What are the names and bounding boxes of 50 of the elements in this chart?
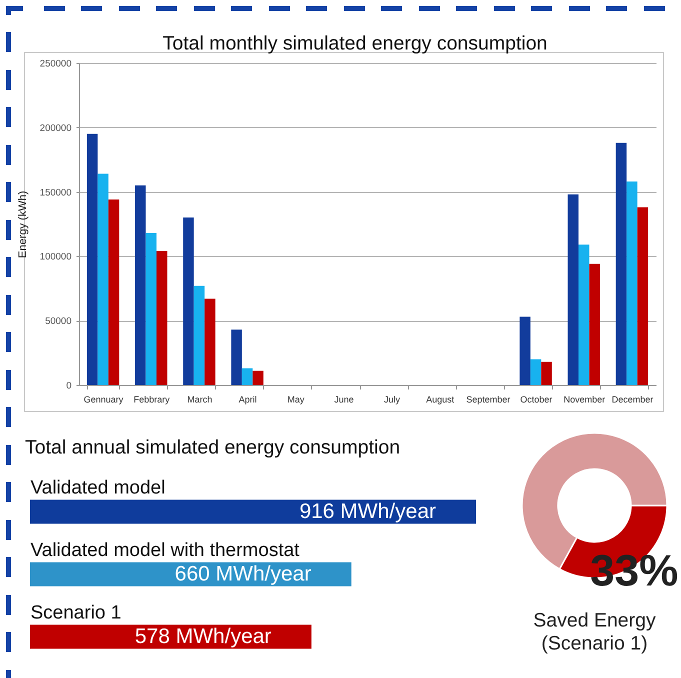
x-tick-label: December [612,394,654,404]
x-tick-label: May [287,394,305,404]
bar [541,362,552,385]
y-tick-label: 250000 [40,58,72,70]
x-tick-label: September [466,394,510,404]
chart-title: Total monthly simulated energy consumption [162,32,548,54]
bar [194,286,205,385]
bar [578,244,590,385]
x-tick-label: October [520,394,552,404]
bar [135,185,146,385]
data-label: 660 MWh/year [174,562,312,586]
data-label: 33% [590,546,678,596]
x-tick-label: April [238,394,257,404]
bar [86,134,98,385]
bar [589,264,600,385]
x-tick-label: March [187,394,212,404]
x-tick-label: August [426,394,455,404]
x-tick-label: November [564,394,606,404]
bar [626,181,638,385]
x-tick-label: Febbrary [134,394,170,404]
x-tick-label: Gennuary [84,394,124,404]
y-tick-label: 50000 [45,316,72,328]
bar [108,200,120,385]
text: Saved Energy (Scenario 1) [533,610,656,655]
data-label: 578 MWh/year [134,624,272,648]
y-tick-label: 0 [66,380,72,392]
x-tick-label: July [384,394,401,404]
x-tick-label: June [334,394,354,404]
data-label: 916 MWh/year [299,500,436,523]
y-tick-label: 200000 [40,122,72,134]
y-tick-label: Validated model with thermostat [30,540,300,561]
y-tick-label: 100000 [40,252,72,263]
bar [146,233,156,385]
bar [156,251,168,385]
y-tick-label: 150000 [40,187,72,198]
bar [242,368,253,385]
bar [183,218,194,385]
bar [637,207,648,385]
y-tick-label: Validated model [30,477,166,498]
chart-title: Total annual simulated energy consumption [25,436,400,458]
bar [530,359,542,385]
bar [98,174,108,385]
y-tick-label: Scenario 1 [30,602,122,624]
bar [520,316,530,385]
y-axis-title: Energy (kWh) [16,190,29,258]
bar [231,330,242,385]
bar [616,142,627,385]
bar [568,194,579,385]
bar [252,370,264,385]
bar [204,298,216,385]
